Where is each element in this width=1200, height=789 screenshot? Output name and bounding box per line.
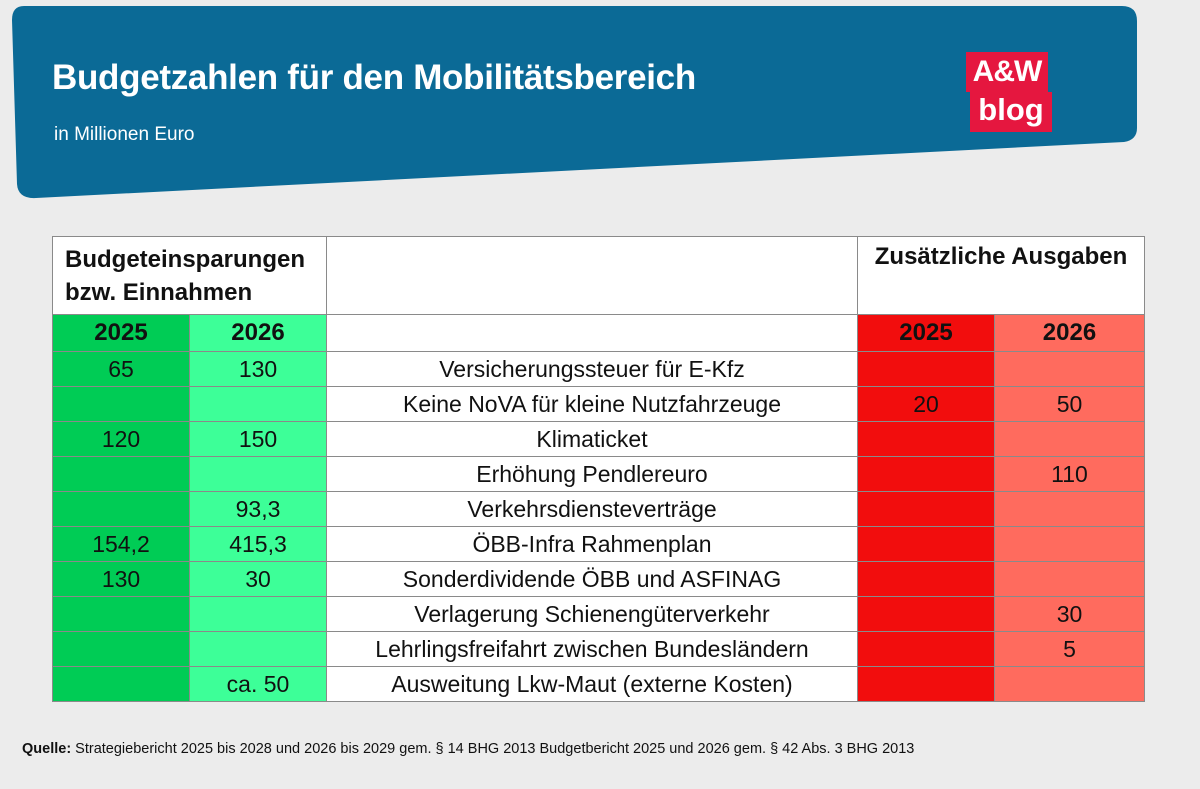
savings-2026-header: 2026 bbox=[189, 314, 327, 352]
savings-2026-cell bbox=[189, 596, 327, 632]
item-label-cell: Verlagerung Schienengüterverkehr bbox=[326, 596, 858, 632]
savings-2026-cell: 150 bbox=[189, 421, 327, 457]
table-row: Erhöhung Pendlereuro 110 bbox=[52, 456, 1145, 492]
source-text: Strategiebericht 2025 bis 2028 und 2026 … bbox=[71, 741, 915, 757]
item-label-cell: Verkehrsdiensteverträge bbox=[326, 491, 858, 527]
aw-blog-logo[interactable]: A&W blog bbox=[966, 52, 1056, 134]
savings-2025-cell bbox=[52, 491, 190, 527]
spending-2025-cell bbox=[857, 491, 995, 527]
table-row: 120 150 Klimaticket bbox=[52, 421, 1145, 457]
logo-line-2: blog bbox=[970, 92, 1052, 132]
spending-2026-cell bbox=[994, 561, 1145, 597]
spending-2025-cell bbox=[857, 666, 995, 702]
savings-2025-cell bbox=[52, 386, 190, 422]
logo-line-1: A&W bbox=[966, 52, 1048, 92]
year-header-row: 2025 2026 2025 2026 bbox=[52, 314, 1145, 352]
spending-2026-header: 2026 bbox=[994, 314, 1145, 352]
spending-2026-cell bbox=[994, 666, 1145, 702]
savings-2025-cell bbox=[52, 456, 190, 492]
spending-2026-cell: 50 bbox=[994, 386, 1145, 422]
table-row: Keine NoVA für kleine Nutzfahrzeuge 20 50 bbox=[52, 386, 1145, 422]
table-row: Lehrlingsfreifahrt zwischen Bundesländer… bbox=[52, 631, 1145, 667]
item-label-cell: Lehrlingsfreifahrt zwischen Bundesländer… bbox=[326, 631, 858, 667]
table-row: 130 30 Sonderdividende ÖBB und ASFINAG bbox=[52, 561, 1145, 597]
savings-2025-cell: 65 bbox=[52, 351, 190, 387]
table-row: 154,2 415,3 ÖBB-Infra Rahmenplan bbox=[52, 526, 1145, 562]
spending-2026-cell bbox=[994, 421, 1145, 457]
header-banner bbox=[12, 6, 1137, 199]
spending-2025-cell bbox=[857, 596, 995, 632]
spending-2026-cell bbox=[994, 351, 1145, 387]
savings-2026-cell bbox=[189, 456, 327, 492]
spending-2026-cell bbox=[994, 526, 1145, 562]
spending-2025-cell bbox=[857, 456, 995, 492]
table-row: Verlagerung Schienengüterverkehr 30 bbox=[52, 596, 1145, 632]
item-label-cell: ÖBB-Infra Rahmenplan bbox=[326, 526, 858, 562]
item-label-cell: Ausweitung Lkw-Maut (externe Kosten) bbox=[326, 666, 858, 702]
spending-2026-cell: 30 bbox=[994, 596, 1145, 632]
budget-table: Budgeteinsparungen bzw. Einnahmen Zusätz… bbox=[52, 236, 1145, 702]
group-header-row: Budgeteinsparungen bzw. Einnahmen Zusätz… bbox=[52, 236, 1145, 315]
savings-2025-cell bbox=[52, 666, 190, 702]
savings-2026-cell: ca. 50 bbox=[189, 666, 327, 702]
spending-2025-cell bbox=[857, 421, 995, 457]
savings-header-line-1: Budgeteinsparungen bbox=[65, 245, 306, 273]
page-subtitle: in Millionen Euro bbox=[54, 124, 195, 145]
savings-2026-cell bbox=[189, 386, 327, 422]
savings-2026-cell: 93,3 bbox=[189, 491, 327, 527]
savings-header-line-2: bzw. Einnahmen bbox=[65, 278, 253, 306]
savings-2026-cell: 30 bbox=[189, 561, 327, 597]
spending-2025-cell bbox=[857, 561, 995, 597]
item-label-cell: Sonderdividende ÖBB und ASFINAG bbox=[326, 561, 858, 597]
spending-2026-cell bbox=[994, 491, 1145, 527]
label-column-header bbox=[326, 314, 858, 352]
savings-2026-cell bbox=[189, 631, 327, 667]
item-label-cell: Keine NoVA für kleine Nutzfahrzeuge bbox=[326, 386, 858, 422]
page-title: Budgetzahlen für den Mobilitätsbereich bbox=[52, 58, 696, 97]
table-row: ca. 50 Ausweitung Lkw-Maut (externe Koste… bbox=[52, 666, 1145, 702]
spending-2025-cell bbox=[857, 526, 995, 562]
savings-2026-cell: 415,3 bbox=[189, 526, 327, 562]
label-header-cell bbox=[326, 236, 858, 315]
item-label-cell: Erhöhung Pendlereuro bbox=[326, 456, 858, 492]
table-row: 65 130 Versicherungssteuer für E-Kfz bbox=[52, 351, 1145, 387]
savings-2026-cell: 130 bbox=[189, 351, 327, 387]
spending-2025-cell bbox=[857, 351, 995, 387]
spending-2026-cell: 5 bbox=[994, 631, 1145, 667]
savings-2025-cell bbox=[52, 631, 190, 667]
savings-2025-cell: 130 bbox=[52, 561, 190, 597]
savings-group-header: Budgeteinsparungen bzw. Einnahmen bbox=[52, 236, 327, 315]
table-row: 93,3 Verkehrsdiensteverträge bbox=[52, 491, 1145, 527]
spending-2025-header: 2025 bbox=[857, 314, 995, 352]
spending-2025-cell bbox=[857, 631, 995, 667]
spending-group-header: Zusätzliche Ausgaben bbox=[857, 236, 1145, 315]
item-label-cell: Versicherungssteuer für E-Kfz bbox=[326, 351, 858, 387]
spending-2025-cell: 20 bbox=[857, 386, 995, 422]
spending-2026-cell: 110 bbox=[994, 456, 1145, 492]
savings-2025-cell: 154,2 bbox=[52, 526, 190, 562]
budget-table-wrapper: Budgeteinsparungen bzw. Einnahmen Zusätz… bbox=[52, 236, 1145, 702]
savings-2025-cell: 120 bbox=[52, 421, 190, 457]
savings-2025-cell bbox=[52, 596, 190, 632]
item-label-cell: Klimaticket bbox=[326, 421, 858, 457]
source-note: Quelle: Strategiebericht 2025 bis 2028 u… bbox=[22, 741, 914, 757]
savings-2025-header: 2025 bbox=[52, 314, 190, 352]
source-label: Quelle: bbox=[22, 741, 72, 757]
